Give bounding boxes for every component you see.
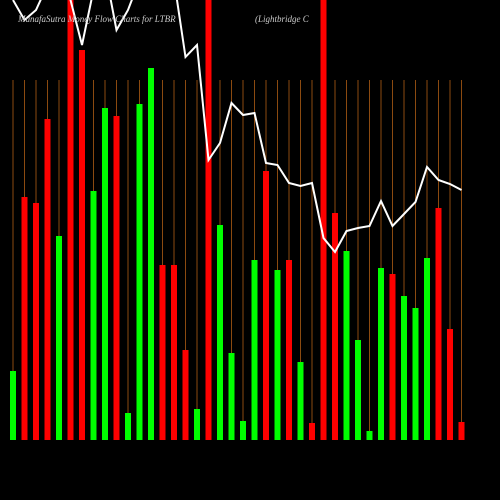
chart-subtitle: (Lightbridge C bbox=[255, 14, 310, 24]
bar bbox=[79, 50, 85, 440]
bar bbox=[332, 213, 338, 440]
bar bbox=[113, 116, 120, 440]
bar bbox=[458, 422, 465, 440]
bar bbox=[412, 308, 419, 440]
bar bbox=[33, 203, 39, 440]
bar bbox=[194, 409, 200, 440]
bar bbox=[286, 260, 292, 440]
bar bbox=[366, 431, 373, 440]
bar bbox=[90, 191, 97, 440]
bar bbox=[355, 340, 361, 440]
bar bbox=[297, 362, 304, 440]
bar bbox=[44, 119, 51, 440]
bar bbox=[182, 350, 189, 440]
bar bbox=[251, 260, 258, 440]
bar bbox=[240, 421, 246, 440]
bar bbox=[320, 0, 327, 440]
bar bbox=[378, 268, 384, 440]
bar bbox=[401, 296, 407, 440]
chart-title: MunafaSutra Money Flow Charts for LTBR bbox=[17, 14, 176, 24]
bar bbox=[56, 236, 62, 440]
bar bbox=[21, 197, 28, 440]
money-flow-line bbox=[12, 0, 462, 254]
bar bbox=[274, 270, 281, 440]
bar bbox=[217, 225, 223, 440]
bar bbox=[159, 265, 166, 440]
bar bbox=[309, 423, 315, 440]
bar bbox=[136, 104, 143, 440]
bar bbox=[102, 108, 108, 440]
bar bbox=[447, 329, 453, 440]
bar bbox=[67, 0, 74, 440]
bar bbox=[205, 0, 212, 440]
bar bbox=[389, 274, 396, 440]
bar bbox=[148, 68, 154, 440]
bar bbox=[10, 371, 16, 440]
bar bbox=[435, 208, 442, 440]
bar bbox=[263, 171, 269, 440]
bar bbox=[343, 251, 350, 440]
bar bbox=[424, 258, 430, 440]
bar bbox=[228, 353, 235, 440]
bar bbox=[171, 265, 177, 440]
bar bbox=[125, 413, 131, 440]
